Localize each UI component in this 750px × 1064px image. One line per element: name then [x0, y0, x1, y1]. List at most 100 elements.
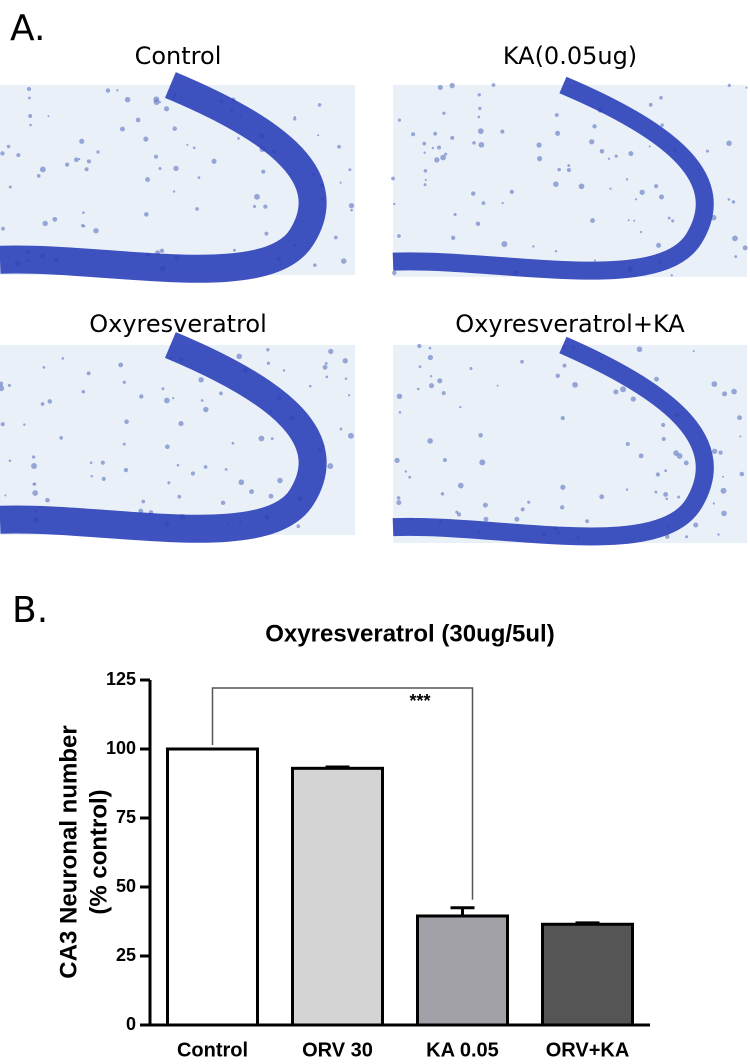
- cell: [423, 169, 428, 173]
- cell: [469, 366, 473, 371]
- cell: [93, 227, 99, 234]
- cell: [660, 123, 664, 127]
- cell: [592, 124, 597, 129]
- cell: [555, 373, 560, 378]
- cell: [639, 189, 645, 195]
- cell: [431, 146, 435, 150]
- cell: [718, 450, 723, 455]
- cell: [457, 482, 464, 489]
- cell: [74, 157, 79, 163]
- cell: [654, 376, 659, 382]
- cell: [634, 198, 638, 201]
- cell: [731, 388, 737, 395]
- cell: [392, 270, 397, 276]
- cell: [472, 141, 476, 145]
- cell: [667, 216, 671, 220]
- cell: [6, 144, 11, 149]
- y-tick-label: 0: [126, 1014, 136, 1034]
- cell: [520, 359, 524, 364]
- cell: [433, 131, 438, 136]
- cell: [440, 154, 446, 161]
- cell: [628, 151, 634, 157]
- cell: [677, 495, 681, 499]
- cell: [339, 427, 343, 431]
- cell: [124, 419, 129, 425]
- cell: [211, 158, 217, 164]
- cell: [47, 115, 50, 118]
- cell: [627, 219, 630, 222]
- cell: [427, 354, 434, 361]
- cell: [26, 86, 32, 92]
- cell: [219, 391, 223, 396]
- cell: [236, 353, 242, 360]
- cell: [1, 226, 5, 231]
- cell: [423, 151, 426, 154]
- cell: [429, 375, 433, 378]
- cell: [8, 185, 12, 189]
- cell: [322, 364, 328, 370]
- cell: [264, 231, 269, 236]
- x-tick-label: ORV+KA: [546, 1039, 630, 1061]
- cell: [397, 118, 402, 122]
- cell-layer: [0, 72, 327, 283]
- cell: [328, 348, 334, 355]
- cell: [391, 176, 395, 181]
- cell: [39, 166, 46, 173]
- cell: [654, 490, 658, 494]
- cell: [739, 471, 745, 477]
- cell: [648, 102, 653, 107]
- cell: [178, 420, 184, 427]
- cell: [408, 475, 412, 479]
- cell: [145, 177, 150, 182]
- cell: [23, 423, 26, 426]
- cell: [527, 500, 531, 504]
- cell: [442, 111, 446, 115]
- cell: [394, 457, 400, 464]
- y-tick-label: 25: [116, 945, 136, 965]
- cell: [742, 245, 748, 251]
- cell: [537, 156, 543, 162]
- cell: [282, 369, 286, 372]
- cell: [665, 534, 670, 539]
- cell: [450, 135, 455, 140]
- cell: [599, 494, 605, 500]
- cell: [324, 361, 328, 365]
- cell: [483, 516, 489, 522]
- cell: [478, 141, 485, 148]
- cell: [397, 234, 401, 238]
- cell: [471, 191, 476, 196]
- cell: [417, 343, 422, 349]
- cell: [444, 152, 448, 156]
- cell: [396, 500, 402, 506]
- cell: [656, 242, 662, 248]
- cell: [192, 146, 196, 150]
- cell: [437, 84, 443, 90]
- cell: [721, 475, 724, 478]
- micrographs: Control KA(0.05ug)Oxyresveratrol Oxyresver…: [0, 42, 748, 546]
- cell: [428, 383, 435, 389]
- cell: [422, 141, 427, 146]
- cell: [411, 132, 416, 137]
- cell: [0, 422, 5, 427]
- cell-layer: [0, 332, 327, 543]
- cell: [350, 208, 353, 212]
- cell: [536, 142, 542, 148]
- cell: [664, 469, 667, 473]
- cell: [455, 510, 459, 514]
- cell: [630, 396, 636, 402]
- cell: [655, 472, 661, 477]
- cell: [342, 358, 348, 364]
- cell: [560, 505, 565, 510]
- cell: [693, 522, 699, 528]
- y-axis-label: CA3 Neuronal number: [55, 725, 82, 978]
- cell: [440, 492, 445, 496]
- cell: [451, 235, 456, 240]
- cell: [164, 397, 170, 404]
- bar: [166, 747, 259, 1027]
- cell: [78, 158, 81, 161]
- cell: [258, 435, 265, 442]
- cell: [482, 502, 488, 508]
- cell: [203, 465, 208, 469]
- cell: [639, 230, 643, 234]
- cell: [32, 490, 39, 496]
